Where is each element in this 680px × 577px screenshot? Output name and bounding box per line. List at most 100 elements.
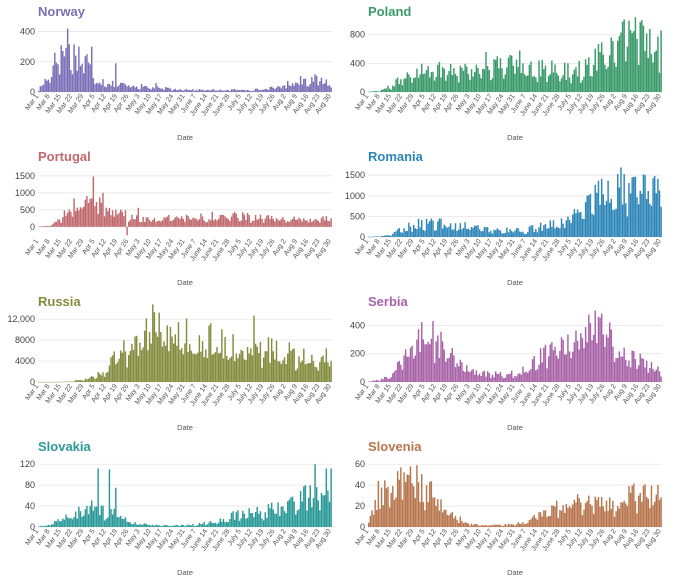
bar (490, 378, 491, 382)
bar (115, 488, 116, 527)
bar (102, 79, 103, 92)
bar (128, 522, 129, 527)
bar (453, 355, 454, 382)
bar (586, 501, 587, 527)
bar (160, 526, 161, 527)
bar (423, 339, 424, 382)
bar (86, 54, 87, 92)
bar (609, 323, 610, 383)
bar (646, 199, 647, 237)
bar (456, 231, 457, 237)
bar (284, 511, 285, 527)
bar (595, 311, 596, 382)
bar (226, 356, 227, 382)
bar (638, 204, 639, 237)
bar (440, 499, 441, 527)
bar (562, 75, 563, 92)
bar (646, 497, 647, 527)
bar (73, 44, 74, 92)
bar (165, 525, 166, 527)
bar (381, 90, 382, 92)
bar (69, 518, 70, 527)
bar (134, 219, 135, 227)
bar (487, 371, 488, 382)
bar (118, 85, 119, 92)
bar (495, 371, 496, 382)
bar (147, 88, 148, 92)
bar (128, 85, 129, 92)
bar (421, 474, 422, 527)
bar (519, 231, 520, 237)
bar (633, 351, 634, 382)
bar (392, 234, 393, 237)
bar (199, 89, 200, 92)
bar (207, 358, 208, 382)
bar (207, 222, 208, 227)
bar (382, 236, 383, 237)
bar (498, 68, 499, 92)
bar (569, 351, 570, 382)
y-tick-label: 12,000 (7, 314, 35, 324)
bar (636, 369, 637, 382)
bar (652, 178, 653, 237)
x-axis-label: Date (507, 568, 523, 577)
bar (85, 56, 86, 92)
bar (392, 486, 393, 527)
bar (590, 76, 591, 92)
bar (612, 501, 613, 527)
bar (463, 523, 464, 527)
bar (114, 217, 115, 227)
bar (464, 64, 465, 92)
bar (460, 223, 461, 237)
bar (445, 510, 446, 527)
bar (181, 525, 182, 527)
bar (548, 228, 549, 237)
bar (173, 344, 174, 382)
bar (142, 217, 143, 227)
bar (408, 357, 409, 382)
bar (80, 207, 81, 227)
bar (110, 215, 111, 227)
bar (179, 89, 180, 92)
bar (580, 503, 581, 527)
bar (614, 517, 615, 527)
bar (389, 378, 390, 382)
bar (220, 353, 221, 382)
bar (533, 515, 534, 527)
bar (601, 179, 602, 237)
bar (205, 222, 206, 226)
bar (244, 90, 245, 92)
bar (279, 87, 280, 92)
bar (212, 355, 213, 382)
bar (282, 360, 283, 382)
bar (234, 212, 235, 227)
bar (313, 221, 314, 227)
bar (102, 372, 103, 382)
bar (260, 90, 261, 92)
bar (43, 85, 44, 92)
bar (205, 90, 206, 92)
bar (448, 358, 449, 382)
bar (444, 69, 445, 92)
bar (85, 379, 86, 382)
bar (126, 522, 127, 527)
bar (284, 220, 285, 227)
bar (524, 234, 525, 237)
bar (285, 223, 286, 227)
bar (492, 375, 493, 382)
bar (266, 89, 267, 92)
bar (237, 90, 238, 92)
bar (456, 76, 457, 92)
bar (51, 225, 52, 227)
bar (418, 329, 419, 382)
bar (305, 485, 306, 527)
bar (274, 360, 275, 382)
bar (118, 517, 119, 527)
bar (525, 234, 526, 237)
bar (158, 525, 159, 527)
bar (641, 358, 642, 382)
bar (282, 86, 283, 92)
bar (131, 344, 132, 382)
bar (394, 500, 395, 527)
bar (416, 340, 417, 382)
